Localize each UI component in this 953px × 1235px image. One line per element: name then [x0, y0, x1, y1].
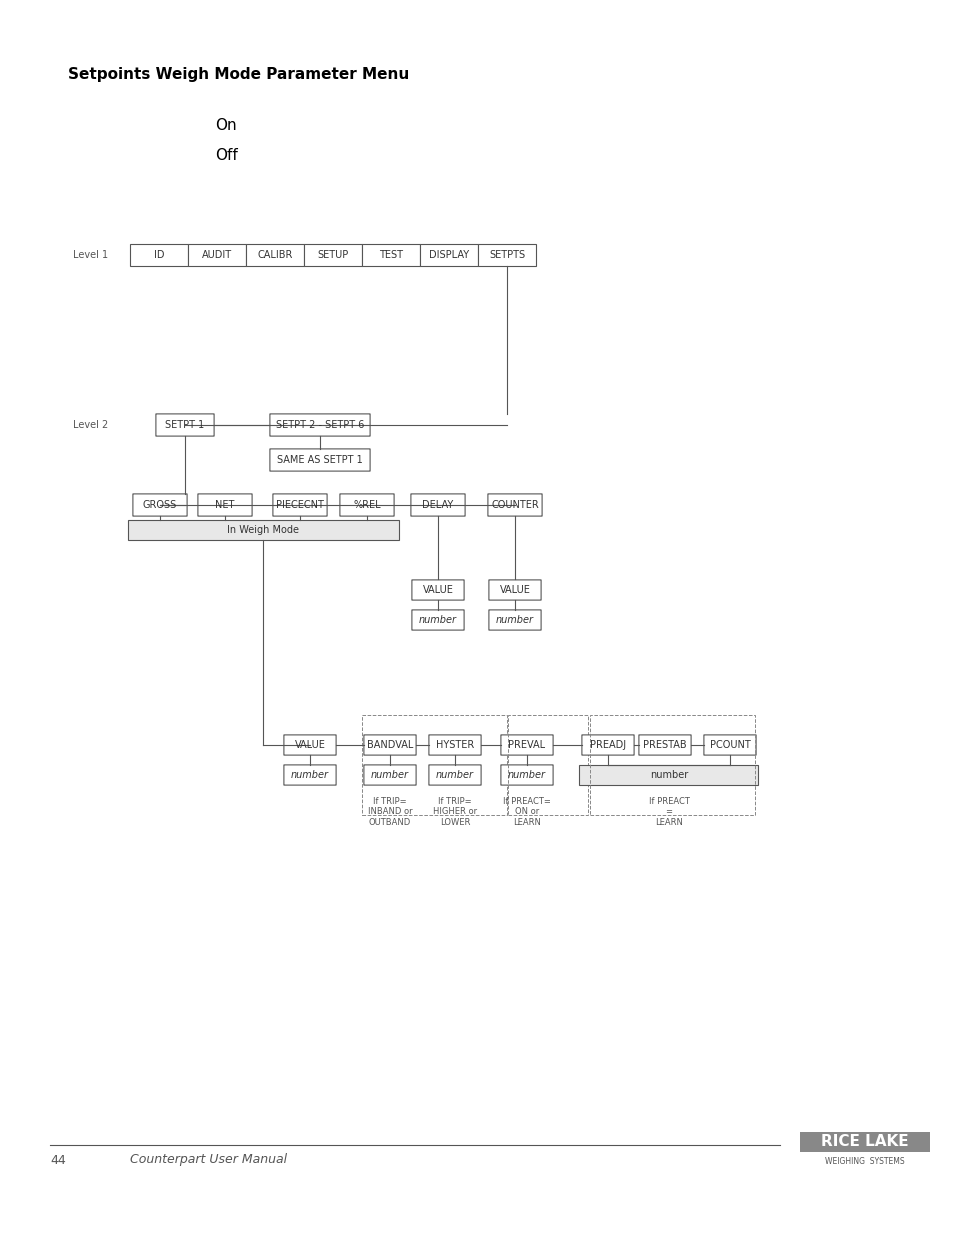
Text: PRESTAB: PRESTAB — [642, 740, 686, 750]
Text: WEIGHING  SYSTEMS: WEIGHING SYSTEMS — [824, 1157, 903, 1167]
Text: SETPTS: SETPTS — [489, 249, 524, 261]
Text: HYSTER: HYSTER — [436, 740, 474, 750]
FancyBboxPatch shape — [411, 494, 465, 516]
FancyBboxPatch shape — [273, 494, 327, 516]
Text: number: number — [496, 615, 534, 625]
Bar — [128, 520, 398, 540]
Bar — [361, 245, 419, 266]
FancyBboxPatch shape — [500, 764, 553, 785]
FancyBboxPatch shape — [412, 610, 463, 630]
FancyBboxPatch shape — [488, 610, 540, 630]
Text: If PREACT
=
LEARN: If PREACT = LEARN — [648, 797, 689, 826]
Text: GROSS: GROSS — [143, 500, 177, 510]
Text: SAME AS SETPT 1: SAME AS SETPT 1 — [276, 454, 362, 466]
Text: SETPT 2 - SETPT 6: SETPT 2 - SETPT 6 — [275, 420, 364, 430]
Text: COUNTER: COUNTER — [491, 500, 538, 510]
FancyBboxPatch shape — [488, 580, 540, 600]
Text: PREVAL: PREVAL — [508, 740, 545, 750]
FancyBboxPatch shape — [197, 494, 252, 516]
Text: SETPT 1: SETPT 1 — [165, 420, 204, 430]
Text: TEST: TEST — [378, 249, 402, 261]
Text: BANDVAL: BANDVAL — [366, 740, 413, 750]
FancyBboxPatch shape — [270, 448, 370, 471]
Text: number: number — [507, 769, 545, 781]
Text: PCOUNT: PCOUNT — [709, 740, 750, 750]
Bar — [361, 715, 506, 815]
Text: SETUP: SETUP — [317, 249, 348, 261]
Text: number: number — [291, 769, 329, 781]
FancyBboxPatch shape — [487, 494, 541, 516]
FancyBboxPatch shape — [363, 764, 416, 785]
Text: If TRIP=
HIGHER or
LOWER: If TRIP= HIGHER or LOWER — [433, 797, 476, 826]
Text: If TRIP=
INBAND or
OUTBAND: If TRIP= INBAND or OUTBAND — [367, 797, 412, 826]
Text: number: number — [436, 769, 474, 781]
Text: Counterpart User Manual: Counterpart User Manual — [130, 1153, 287, 1167]
Text: VALUE: VALUE — [294, 740, 325, 750]
Bar — [246, 245, 304, 266]
Text: DISPLAY: DISPLAY — [429, 249, 469, 261]
FancyBboxPatch shape — [132, 494, 187, 516]
Bar — [304, 245, 361, 266]
Text: number: number — [371, 769, 409, 781]
FancyBboxPatch shape — [284, 764, 335, 785]
Text: VALUE: VALUE — [499, 585, 530, 595]
Bar — [477, 245, 536, 266]
Bar — [578, 764, 758, 785]
FancyBboxPatch shape — [363, 735, 416, 755]
FancyBboxPatch shape — [429, 735, 480, 755]
FancyBboxPatch shape — [500, 735, 553, 755]
Bar — [507, 715, 587, 815]
Text: On: On — [214, 117, 236, 132]
Text: Setpoints Weigh Mode Parameter Menu: Setpoints Weigh Mode Parameter Menu — [68, 68, 409, 83]
FancyBboxPatch shape — [412, 580, 463, 600]
Bar — [188, 245, 246, 266]
FancyBboxPatch shape — [581, 735, 634, 755]
Text: RICE LAKE: RICE LAKE — [821, 1135, 908, 1150]
Text: number: number — [418, 615, 456, 625]
Bar — [800, 1132, 929, 1152]
Text: In Weigh Mode: In Weigh Mode — [227, 525, 299, 535]
Text: Level 2: Level 2 — [72, 420, 108, 430]
Text: Level 1: Level 1 — [72, 249, 108, 261]
FancyBboxPatch shape — [339, 494, 394, 516]
FancyBboxPatch shape — [703, 735, 756, 755]
Bar — [130, 245, 188, 266]
FancyBboxPatch shape — [639, 735, 690, 755]
Text: PIECECNT: PIECECNT — [275, 500, 324, 510]
FancyBboxPatch shape — [429, 764, 480, 785]
Text: DELAY: DELAY — [422, 500, 453, 510]
Bar — [589, 715, 754, 815]
Text: %REL: %REL — [353, 500, 380, 510]
Text: VALUE: VALUE — [422, 585, 453, 595]
Text: AUDIT: AUDIT — [202, 249, 232, 261]
FancyBboxPatch shape — [270, 414, 370, 436]
Text: 44: 44 — [50, 1153, 66, 1167]
FancyBboxPatch shape — [284, 735, 335, 755]
Text: CALIBR: CALIBR — [257, 249, 293, 261]
Text: NET: NET — [215, 500, 234, 510]
Text: ID: ID — [153, 249, 164, 261]
Text: number: number — [649, 769, 687, 781]
Text: If PREACT=
ON or
LEARN: If PREACT= ON or LEARN — [502, 797, 551, 826]
Bar — [419, 245, 477, 266]
Text: Off: Off — [214, 147, 237, 163]
FancyBboxPatch shape — [155, 414, 213, 436]
Text: PREADJ: PREADJ — [589, 740, 625, 750]
